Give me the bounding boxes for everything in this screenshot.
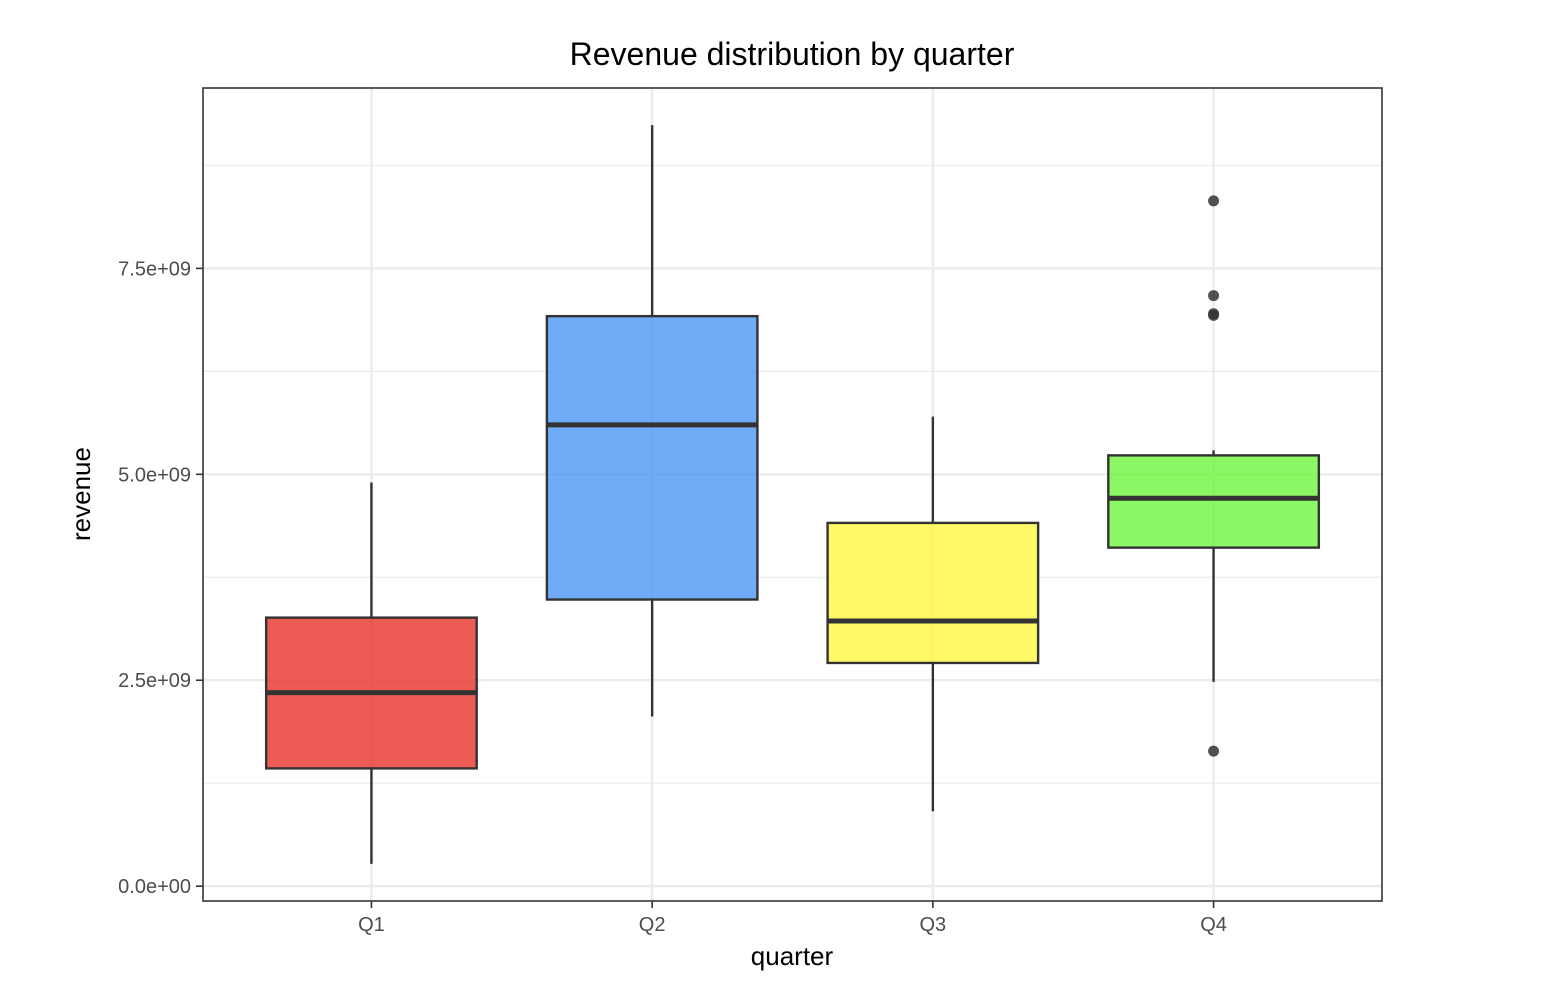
outlier-point xyxy=(1208,290,1220,302)
panel-frame xyxy=(202,87,1383,902)
box-q4 xyxy=(1107,450,1321,682)
outlier-point xyxy=(1208,195,1220,207)
x-axis-title: quarter xyxy=(751,941,834,971)
x-tick-label: Q2 xyxy=(639,914,666,936)
x-axis: Q1 Q2 Q3 Q4 xyxy=(358,901,1227,936)
y-tick-label: 7.5e+09 xyxy=(118,258,191,280)
outlier-point xyxy=(1208,745,1220,757)
x-tick-label: Q1 xyxy=(358,914,385,936)
box-q2 xyxy=(545,125,759,717)
outlier-point xyxy=(1208,309,1220,321)
box-q1 xyxy=(264,482,478,864)
y-axis-title: revenue xyxy=(66,447,96,541)
y-axis: 0.0e+00 2.5e+09 5.0e+09 7.5e+09 xyxy=(118,258,203,898)
box-body xyxy=(1107,454,1321,549)
y-tick-label: 2.5e+09 xyxy=(118,670,191,692)
y-tick-label: 5.0e+09 xyxy=(118,464,191,486)
box-body xyxy=(545,314,759,601)
chart-title: Revenue distribution by quarter xyxy=(570,36,1015,72)
x-tick-label: Q3 xyxy=(920,914,947,936)
outlier-points xyxy=(1208,195,1220,757)
minor-gridlines xyxy=(203,164,1382,784)
box-body xyxy=(826,521,1040,665)
panel-border xyxy=(202,87,1383,902)
box-series xyxy=(264,125,1321,864)
y-tick-label: 0.0e+00 xyxy=(118,876,191,898)
box-q3 xyxy=(826,416,1040,812)
x-tick-label: Q4 xyxy=(1200,914,1227,936)
